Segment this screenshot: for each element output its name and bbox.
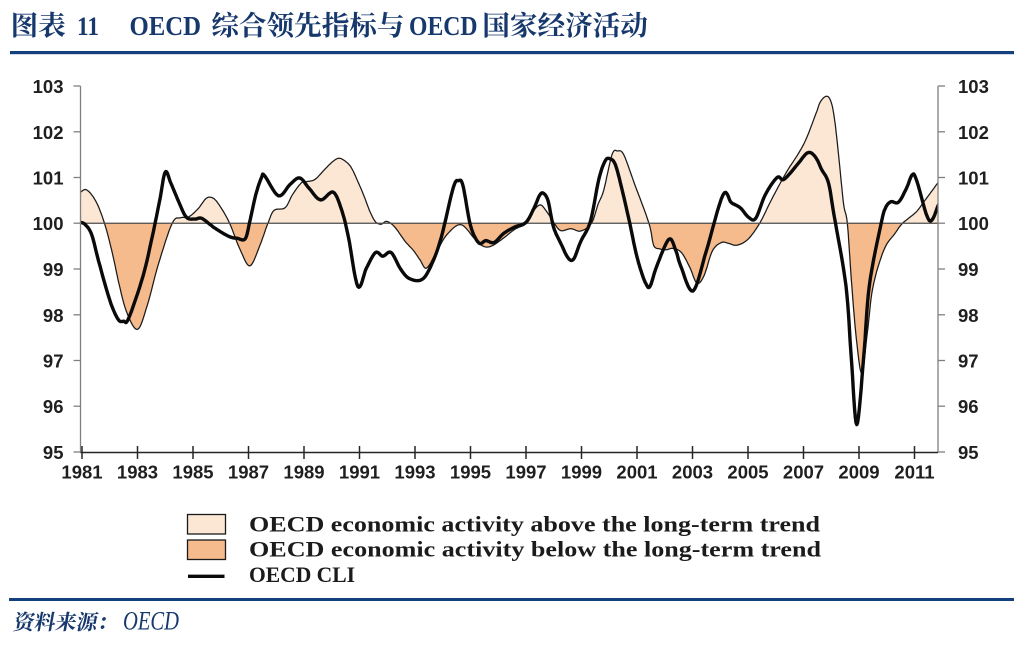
svg-text:2009: 2009 [838, 462, 879, 483]
svg-text:1997: 1997 [505, 462, 546, 483]
svg-text:1989: 1989 [283, 462, 324, 483]
svg-text:2011: 2011 [894, 462, 934, 483]
svg-text:96: 96 [43, 396, 64, 417]
svg-text:95: 95 [958, 442, 979, 463]
svg-text:OECD: OECD [130, 11, 202, 41]
svg-text:103: 103 [33, 76, 64, 97]
svg-text:100: 100 [958, 213, 989, 234]
svg-text:97: 97 [43, 351, 64, 372]
svg-text:99: 99 [43, 259, 64, 280]
svg-text:OECD economic activity above t: OECD economic activity above the long-te… [249, 512, 820, 537]
svg-text:102: 102 [33, 122, 64, 143]
svg-text:OECD: OECD [123, 607, 179, 636]
svg-text:1993: 1993 [394, 462, 435, 483]
svg-text:1987: 1987 [228, 462, 269, 483]
svg-text:101: 101 [958, 168, 989, 189]
svg-text:103: 103 [958, 76, 989, 97]
svg-text:101: 101 [33, 168, 64, 189]
svg-text:OECD: OECD [409, 11, 478, 41]
svg-text:98: 98 [958, 305, 979, 326]
svg-text:11: 11 [77, 12, 99, 41]
svg-text:1995: 1995 [450, 462, 491, 483]
svg-text:1985: 1985 [172, 462, 213, 483]
svg-text:97: 97 [958, 351, 979, 372]
svg-text:102: 102 [958, 122, 989, 143]
svg-text:100: 100 [33, 213, 64, 234]
svg-text:1983: 1983 [117, 462, 158, 483]
svg-text:2005: 2005 [727, 462, 768, 483]
svg-text:96: 96 [958, 396, 979, 417]
svg-text:2003: 2003 [672, 462, 713, 483]
svg-text:1999: 1999 [561, 462, 602, 483]
svg-text:1991: 1991 [339, 462, 380, 483]
svg-text:OECD economic activity below t: OECD economic activity below the long-te… [249, 537, 821, 562]
svg-text:95: 95 [43, 442, 64, 463]
svg-text:1981: 1981 [61, 462, 102, 483]
svg-text:2007: 2007 [783, 462, 824, 483]
svg-text:98: 98 [43, 305, 64, 326]
svg-text:OECD CLI: OECD CLI [249, 562, 355, 587]
svg-text:2001: 2001 [616, 462, 657, 483]
svg-text:99: 99 [958, 259, 979, 280]
